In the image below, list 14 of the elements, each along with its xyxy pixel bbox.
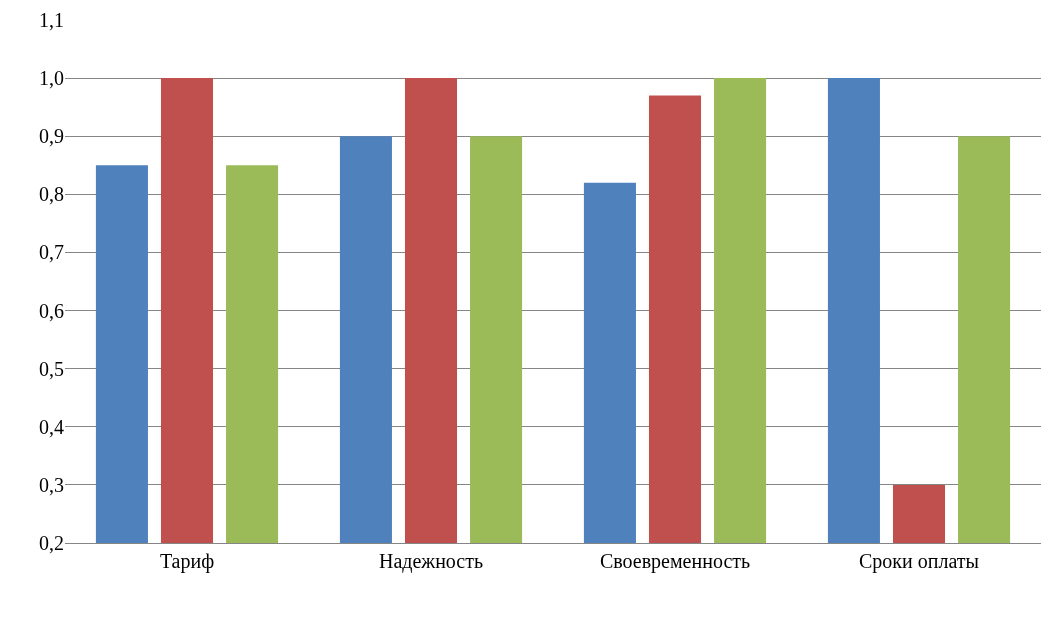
y-tick-label: 0,6 [39, 299, 64, 322]
y-tick-label: 0,8 [39, 183, 64, 206]
x-tick-label: Тариф [159, 550, 215, 573]
x-tick-label: Надежность [378, 550, 484, 573]
y-tick-label: 0,3 [39, 473, 64, 496]
y-tick-label: 0,5 [39, 357, 64, 380]
y-tick-label: 1,1 [39, 9, 64, 31]
y-tick-label: 1,0 [39, 67, 64, 90]
y-tick-label: 0,7 [39, 241, 64, 264]
x-tick-label: Своевременность [599, 550, 751, 573]
y-tick-label: 0,2 [39, 532, 64, 554]
y-tick-label: 0,9 [39, 125, 64, 148]
x-tick-label: Сроки оплаты [859, 550, 979, 573]
y-tick-label: 0,4 [39, 415, 64, 438]
